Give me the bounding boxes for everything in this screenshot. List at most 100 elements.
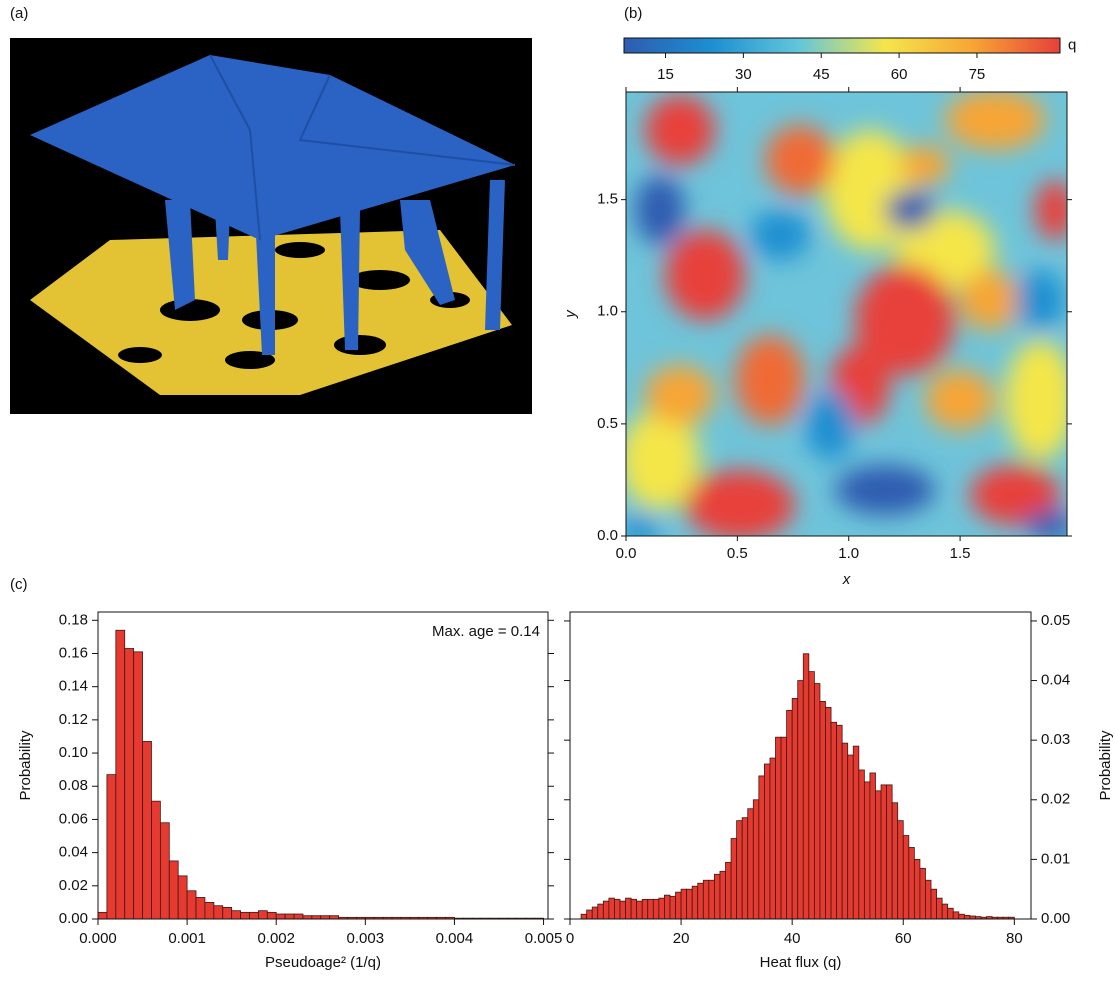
bar <box>115 629 126 920</box>
bar <box>902 835 910 920</box>
x-tick-label: 0.5 <box>727 545 748 562</box>
x-tick-label: 0.004 <box>436 930 474 947</box>
bar <box>786 709 793 920</box>
bar <box>797 680 804 920</box>
y-tick-label: 0.18 <box>59 611 88 628</box>
y-axis-label: Probability <box>17 730 34 801</box>
y-tick-label: 0.04 <box>1041 672 1070 689</box>
bar <box>808 671 815 920</box>
bar <box>941 903 949 920</box>
x-tick-label: 0.0 <box>616 545 637 562</box>
bar <box>719 870 726 920</box>
bar <box>702 879 710 920</box>
bar <box>669 895 676 920</box>
bar <box>741 817 749 920</box>
bar <box>177 875 188 920</box>
bar <box>641 898 649 920</box>
bar <box>97 911 108 920</box>
bar <box>736 820 743 920</box>
bar <box>602 900 610 920</box>
bar <box>580 913 588 920</box>
y-axis-label: y <box>562 309 579 319</box>
bar <box>630 898 638 920</box>
colorbar <box>623 37 1061 54</box>
bar <box>680 888 688 920</box>
bar <box>257 910 268 920</box>
surface-ridges <box>209 54 516 241</box>
x-axis-label: Pseudoage² (1/q) <box>265 954 381 971</box>
x-tick-label: 0.000 <box>79 930 117 947</box>
x-tick-label: 0 <box>566 930 574 947</box>
colorbar-tick-label: 15 <box>657 66 674 83</box>
bar <box>813 683 821 920</box>
bar <box>249 911 259 920</box>
bar <box>775 736 782 920</box>
bar <box>608 897 615 920</box>
x-tick-label: 1.0 <box>838 545 859 562</box>
upper-surface <box>30 55 515 240</box>
bar <box>869 772 876 920</box>
x-axis-label: Heat flux (q) <box>760 954 842 971</box>
bar <box>952 911 960 920</box>
y-tick-label: 0.05 <box>1041 612 1070 629</box>
bar <box>266 911 277 920</box>
bar <box>858 769 865 920</box>
y-tick-label: 0.16 <box>59 644 88 661</box>
y-tick-label: 0.06 <box>59 810 88 827</box>
bar <box>747 808 754 920</box>
bar <box>697 882 704 920</box>
bar <box>619 900 626 920</box>
bar <box>919 867 926 920</box>
bar <box>891 802 899 920</box>
bar <box>875 790 882 920</box>
colorbar-label: q <box>1068 36 1076 53</box>
bar <box>133 651 143 920</box>
bar <box>142 741 152 920</box>
x-tick-label: 0.001 <box>168 930 206 947</box>
plot-frame <box>569 611 1032 920</box>
bar <box>240 911 250 920</box>
y-tick-label: 0.01 <box>1041 850 1070 867</box>
bar <box>284 913 295 920</box>
panel-label: (a) <box>10 5 28 22</box>
bar <box>591 906 599 920</box>
panel-label: (c) <box>10 576 28 593</box>
bar <box>586 909 593 920</box>
bar <box>708 879 715 920</box>
annotation: Max. age = 0.14 <box>432 623 540 640</box>
bar <box>186 890 197 920</box>
bar <box>769 757 776 920</box>
bar <box>204 902 215 920</box>
bar <box>151 800 161 920</box>
bar <box>658 897 665 920</box>
plot-frame <box>625 91 1068 537</box>
bar <box>841 742 849 920</box>
bar <box>863 781 871 920</box>
panel-label: (b) <box>624 5 642 22</box>
bar <box>597 903 604 920</box>
bar <box>836 724 843 920</box>
bar <box>730 838 738 920</box>
x-tick-label: 0.002 <box>257 930 295 947</box>
bar <box>947 907 954 920</box>
colorbar-tick-label: 75 <box>969 66 986 83</box>
bar <box>652 898 660 920</box>
x-tick-label: 0.005 <box>525 930 563 947</box>
bar <box>958 913 965 920</box>
bar <box>159 822 170 920</box>
y-axis-label: Probability <box>1097 730 1114 801</box>
bar <box>106 774 117 920</box>
colorbar-tick-label: 60 <box>891 66 908 83</box>
bar <box>675 891 682 920</box>
y-tick-label: 0.04 <box>59 844 88 861</box>
y-tick-label: 0.03 <box>1041 731 1070 748</box>
bar <box>802 653 810 920</box>
x-tick-label: 0.003 <box>347 930 385 947</box>
plumes <box>165 180 505 355</box>
colorbar-tick-label: 45 <box>813 66 830 83</box>
bar <box>275 913 286 920</box>
bar <box>686 888 693 920</box>
bar <box>963 915 971 920</box>
bar <box>195 897 206 920</box>
bar <box>614 898 621 920</box>
